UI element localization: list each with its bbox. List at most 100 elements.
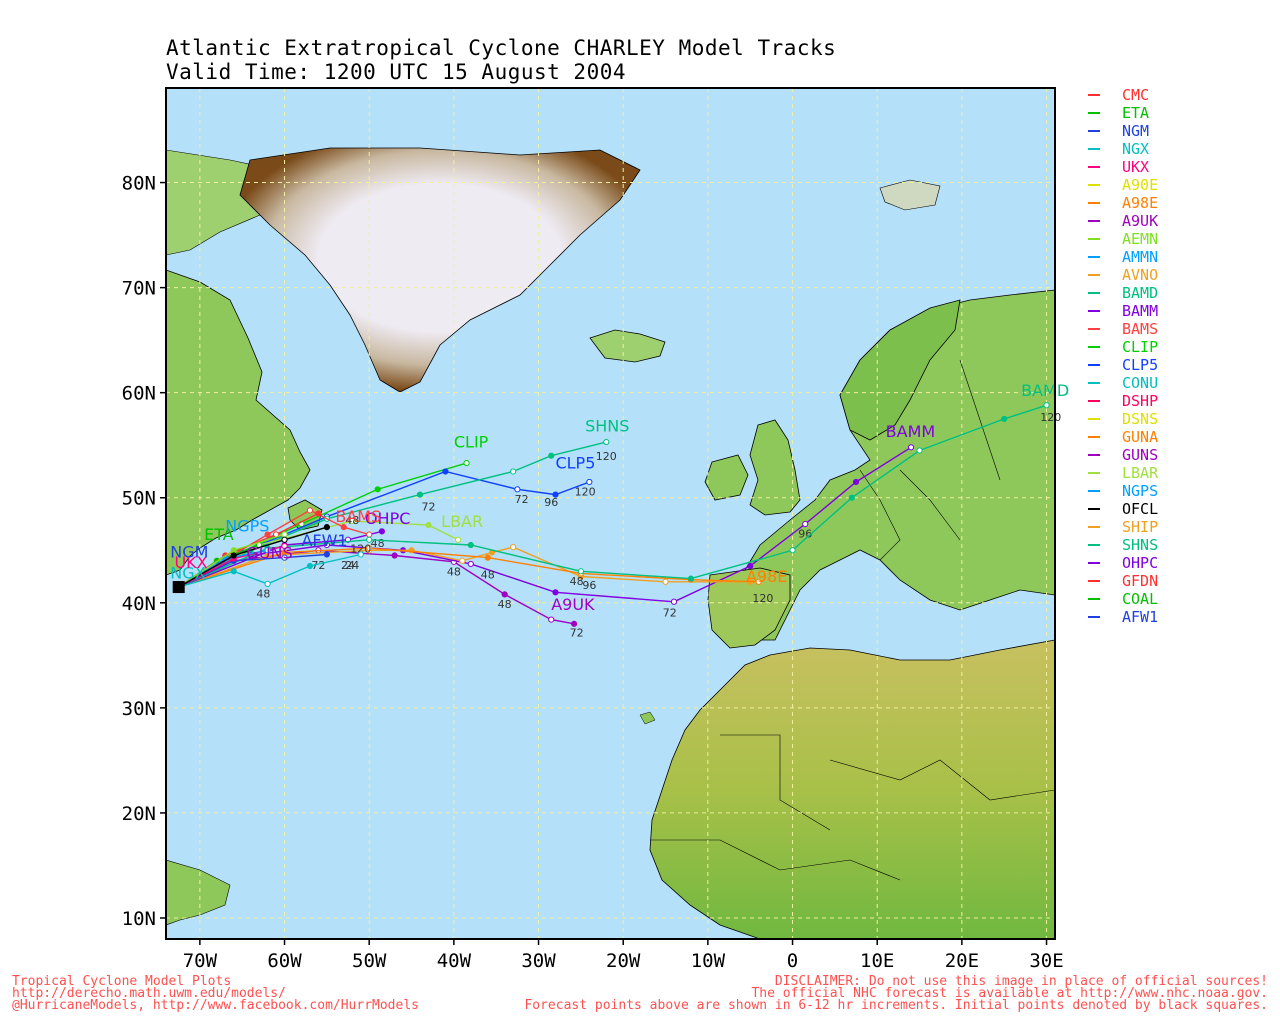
lat-label: 60N: [122, 383, 156, 405]
legend-swatch: [1088, 94, 1100, 96]
legend-swatch: [1088, 526, 1100, 528]
great-britain-land: [749, 419, 801, 516]
track-point: [281, 536, 288, 543]
legend-label: CONU: [1122, 374, 1159, 392]
legend-item: SHIP: [1088, 518, 1158, 536]
legend-swatch: [1088, 148, 1100, 150]
legend-swatch: [1088, 508, 1100, 510]
track-point: [306, 562, 314, 570]
track-point: [548, 452, 555, 459]
legend-item: CLP5: [1088, 356, 1158, 374]
forecast-hour-label: 48: [256, 588, 270, 601]
track-point: [586, 478, 593, 486]
legend-item: BAMM: [1088, 302, 1158, 320]
track-point: [442, 468, 449, 475]
track-point: [366, 531, 373, 538]
legend-label: BAMM: [1122, 302, 1159, 320]
legend-swatch: [1088, 310, 1100, 312]
legend-label: DSNS: [1122, 410, 1159, 428]
legend-label: UKX: [1122, 158, 1150, 176]
track-point: [552, 589, 559, 596]
track-point: [281, 542, 288, 550]
legend-label: DSHP: [1122, 392, 1159, 410]
legend-swatch: [1088, 580, 1100, 582]
forecast-hour-label: 48: [498, 598, 512, 611]
lon-label: 10W: [691, 950, 726, 972]
legend-swatch: [1088, 166, 1100, 168]
forecast-hour-label: 48: [371, 537, 385, 550]
model-map-label: CLIP: [454, 432, 489, 451]
track-point: [662, 578, 669, 585]
model-map-label: NGX: [170, 564, 205, 583]
legend-item: A9UK: [1088, 212, 1158, 230]
map-frame: [165, 87, 1056, 940]
forecast-hour-label: 72: [570, 626, 584, 639]
iceland-land: [589, 329, 666, 363]
legend-label: BAMS: [1122, 320, 1159, 338]
track-ofcl: [178, 526, 328, 588]
forecast-hour-label: 24: [345, 559, 359, 572]
lon-label: 30E: [1029, 950, 1063, 972]
forecast-hour-label: 120: [1040, 411, 1061, 424]
legend-item: GUNA: [1088, 428, 1158, 446]
legend-label: OHPC: [1122, 554, 1159, 572]
legend-label: BAMD: [1122, 284, 1159, 302]
model-map-label: NGM: [170, 543, 208, 562]
ireland-land: [704, 454, 749, 501]
scandinavia-land: [839, 299, 961, 441]
legend-label: LBAR: [1122, 464, 1159, 482]
footer-credits: Tropical Cyclone Model Plots http://dere…: [12, 974, 419, 1013]
track-point: [1001, 415, 1008, 423]
track-point: [315, 510, 322, 517]
legend-label: GUNS: [1122, 446, 1159, 464]
forecast-hour-label: 72: [515, 493, 529, 506]
legend-item: UKX: [1088, 158, 1158, 176]
legend-swatch: [1088, 436, 1100, 438]
model-map-label: LBAR: [441, 512, 483, 531]
track-point: [323, 524, 330, 531]
legend-swatch: [1088, 616, 1100, 618]
greenland-land: [239, 147, 641, 393]
legend-swatch: [1088, 346, 1100, 348]
track-point: [467, 560, 474, 568]
legend-item: A98E: [1088, 194, 1158, 212]
track-point: [755, 578, 762, 585]
track-point: [349, 517, 356, 524]
lat-label: 40N: [122, 593, 156, 615]
model-map-label: A98E: [746, 567, 787, 586]
legend-label: AFW1: [1122, 608, 1159, 626]
model-map-label: BAMM: [886, 422, 936, 441]
model-map-label: AFW1: [301, 531, 347, 550]
track-point: [306, 507, 314, 514]
track-point: [852, 478, 860, 486]
model-map-label: A9UK: [551, 595, 595, 614]
track-point: [1043, 402, 1050, 409]
footer-disclaimer: DISCLAIMER: Do not use this image in pla…: [524, 974, 1268, 1013]
legend-label: AEMN: [1122, 230, 1159, 248]
forecast-hour-label: 24: [341, 559, 355, 572]
legend-label: NGM: [1122, 122, 1150, 140]
legend-label: SHIP: [1122, 518, 1159, 536]
canary-islands-land: [639, 711, 656, 725]
forecast-hour-label: 120: [350, 542, 371, 555]
legend-label: A98E: [1122, 194, 1159, 212]
legend-item: BAMS: [1088, 320, 1158, 338]
lon-label: 20E: [945, 950, 979, 972]
legend-item: GFDN: [1088, 572, 1158, 590]
lon-label: 40W: [437, 950, 472, 972]
legend-item: OHPC: [1088, 554, 1158, 572]
legend-label: GUNA: [1122, 428, 1159, 446]
legend-item: NGX: [1088, 140, 1158, 158]
legend-label: COAL: [1122, 590, 1159, 608]
legend-item: SHNS: [1088, 536, 1158, 554]
forecast-hour-label: 48: [570, 575, 584, 588]
legend-item: NGM: [1088, 122, 1158, 140]
legend-swatch: [1088, 418, 1100, 420]
lat-label: 80N: [122, 173, 156, 195]
initial-point-marker: [172, 581, 185, 594]
track-point: [501, 591, 508, 598]
lon-label: 10E: [860, 950, 894, 972]
track-point: [366, 536, 373, 543]
track-point: [747, 562, 754, 570]
lon-label: 60W: [267, 950, 302, 972]
